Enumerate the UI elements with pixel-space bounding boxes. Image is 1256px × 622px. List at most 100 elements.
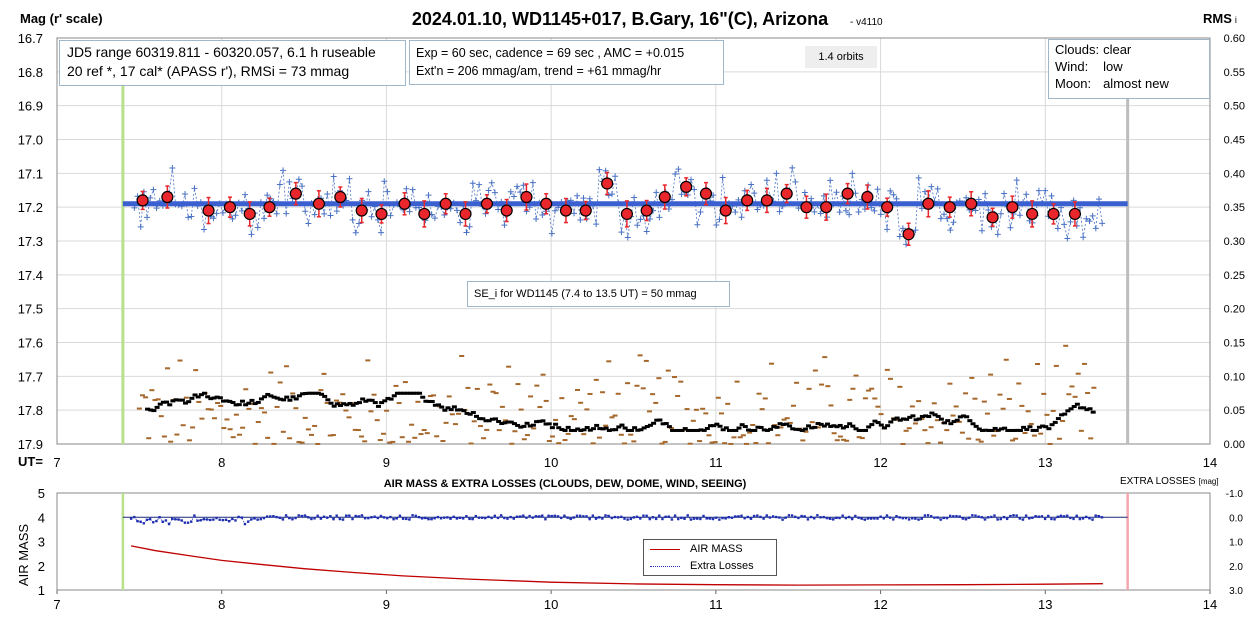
rms-point-brown [406, 440, 412, 443]
bottom-y-tick-label-right: 1.0 [1229, 538, 1243, 549]
rms-point-black [372, 401, 378, 405]
rms-point-black [787, 424, 793, 428]
rms-point-black [815, 421, 821, 425]
rms-point-brown [390, 440, 396, 443]
individual-point [491, 189, 498, 196]
rms-point-brown [143, 396, 149, 399]
rms-point-brown [277, 381, 283, 384]
rms-point-brown [618, 433, 624, 436]
individual-point [333, 208, 340, 215]
rms-point-black [793, 427, 799, 431]
extra-losses-point [1028, 517, 1031, 520]
rms-point-black [881, 426, 887, 430]
binned-point [965, 197, 978, 210]
individual-point [811, 208, 818, 215]
rms-point-black [717, 424, 723, 428]
extra-losses-point [341, 518, 345, 521]
binned-point [1006, 201, 1019, 214]
rms-point-black [262, 395, 268, 399]
rms-point-black [970, 422, 976, 426]
extra-losses-point [363, 517, 367, 520]
rms-point-brown [1078, 429, 1084, 432]
rms-point-black [967, 419, 973, 423]
rms-point-brown [587, 392, 593, 395]
individual-point [169, 165, 176, 172]
rms-point-black [1078, 406, 1084, 410]
rms-point-black [831, 424, 837, 428]
extra-losses-point [411, 514, 414, 517]
rms-point-black [752, 428, 758, 432]
extra-losses-point [1050, 517, 1053, 521]
rms-point-black [549, 426, 555, 430]
extra-losses-point [338, 517, 342, 521]
bottom-ylabel-left: AIR MASS [16, 524, 31, 586]
rms-point-black [726, 428, 732, 432]
info-box-jd-range: JD5 range 60319.811 - 60320.057, 6.1 h r… [59, 40, 406, 86]
rms-point-black [1014, 428, 1020, 432]
rms-point-brown [725, 402, 731, 405]
extra-losses-point [911, 517, 914, 520]
rms-point-brown [149, 389, 155, 392]
rms-point-black [394, 391, 400, 395]
rms-point-brown [431, 394, 437, 397]
rms-point-brown [512, 430, 518, 433]
rms-point-brown [709, 441, 715, 444]
individual-point [915, 174, 922, 181]
y-tick-label-left: 17.8 [18, 403, 43, 418]
rms-point-brown [315, 442, 321, 445]
extra-losses-point [177, 518, 180, 521]
rms-point-brown [631, 440, 637, 443]
rms-point-black [205, 395, 211, 399]
extra-losses-point [654, 517, 658, 521]
rms-point-black [692, 428, 698, 432]
rms-point-black [483, 419, 489, 423]
rms-point-black [328, 401, 334, 405]
rms-point-brown [916, 400, 922, 403]
extra-losses-point [907, 518, 911, 521]
rms-point-black [591, 427, 597, 431]
rms-point-black [220, 399, 226, 403]
rms-point-brown [715, 396, 721, 399]
extra-losses-point [977, 515, 980, 518]
extra-losses-point [933, 516, 936, 519]
individual-point [409, 186, 416, 193]
extra-losses-point [253, 517, 256, 520]
rms-point-black [635, 428, 641, 432]
rms-point-brown [778, 426, 784, 429]
individual-point [608, 191, 615, 198]
individual-point [1054, 225, 1061, 232]
rms-point-black [714, 422, 720, 426]
rms-point-brown [546, 440, 552, 443]
binned-point [480, 197, 494, 210]
extra-losses-point [876, 517, 879, 520]
extra-losses-point [854, 514, 857, 518]
extra-losses-point [578, 514, 582, 518]
rms-point-brown [271, 442, 277, 445]
y-tick-label-right: 0.45 [1224, 135, 1245, 147]
rms-point-black [382, 399, 388, 403]
individual-point [978, 227, 985, 234]
rms-point-brown [769, 362, 775, 365]
extra-losses-point [180, 519, 183, 522]
extra-losses-point [461, 517, 465, 520]
individual-point [871, 207, 878, 214]
rms-point-brown [1081, 362, 1087, 365]
rms-point-brown [509, 442, 515, 445]
rms-point-brown [894, 418, 900, 421]
individual-point [191, 185, 198, 192]
extra-losses-point [224, 518, 228, 521]
binned-point [418, 207, 431, 221]
bottom-ylabel-right: EXTRA LOSSES [mag] [1120, 476, 1219, 487]
extra-losses-point [322, 515, 326, 518]
rms-point-brown [925, 442, 931, 445]
extra-losses-point [746, 515, 750, 519]
rms-point-black [170, 399, 176, 403]
rms-point-brown [737, 436, 743, 439]
individual-point [994, 231, 1001, 238]
rms-point-brown [837, 435, 843, 438]
extra-losses-point [752, 514, 756, 518]
extra-losses-point [670, 518, 674, 521]
rms-point-black [356, 401, 362, 405]
extra-losses-point [294, 516, 297, 520]
rms-point-black [685, 428, 691, 432]
